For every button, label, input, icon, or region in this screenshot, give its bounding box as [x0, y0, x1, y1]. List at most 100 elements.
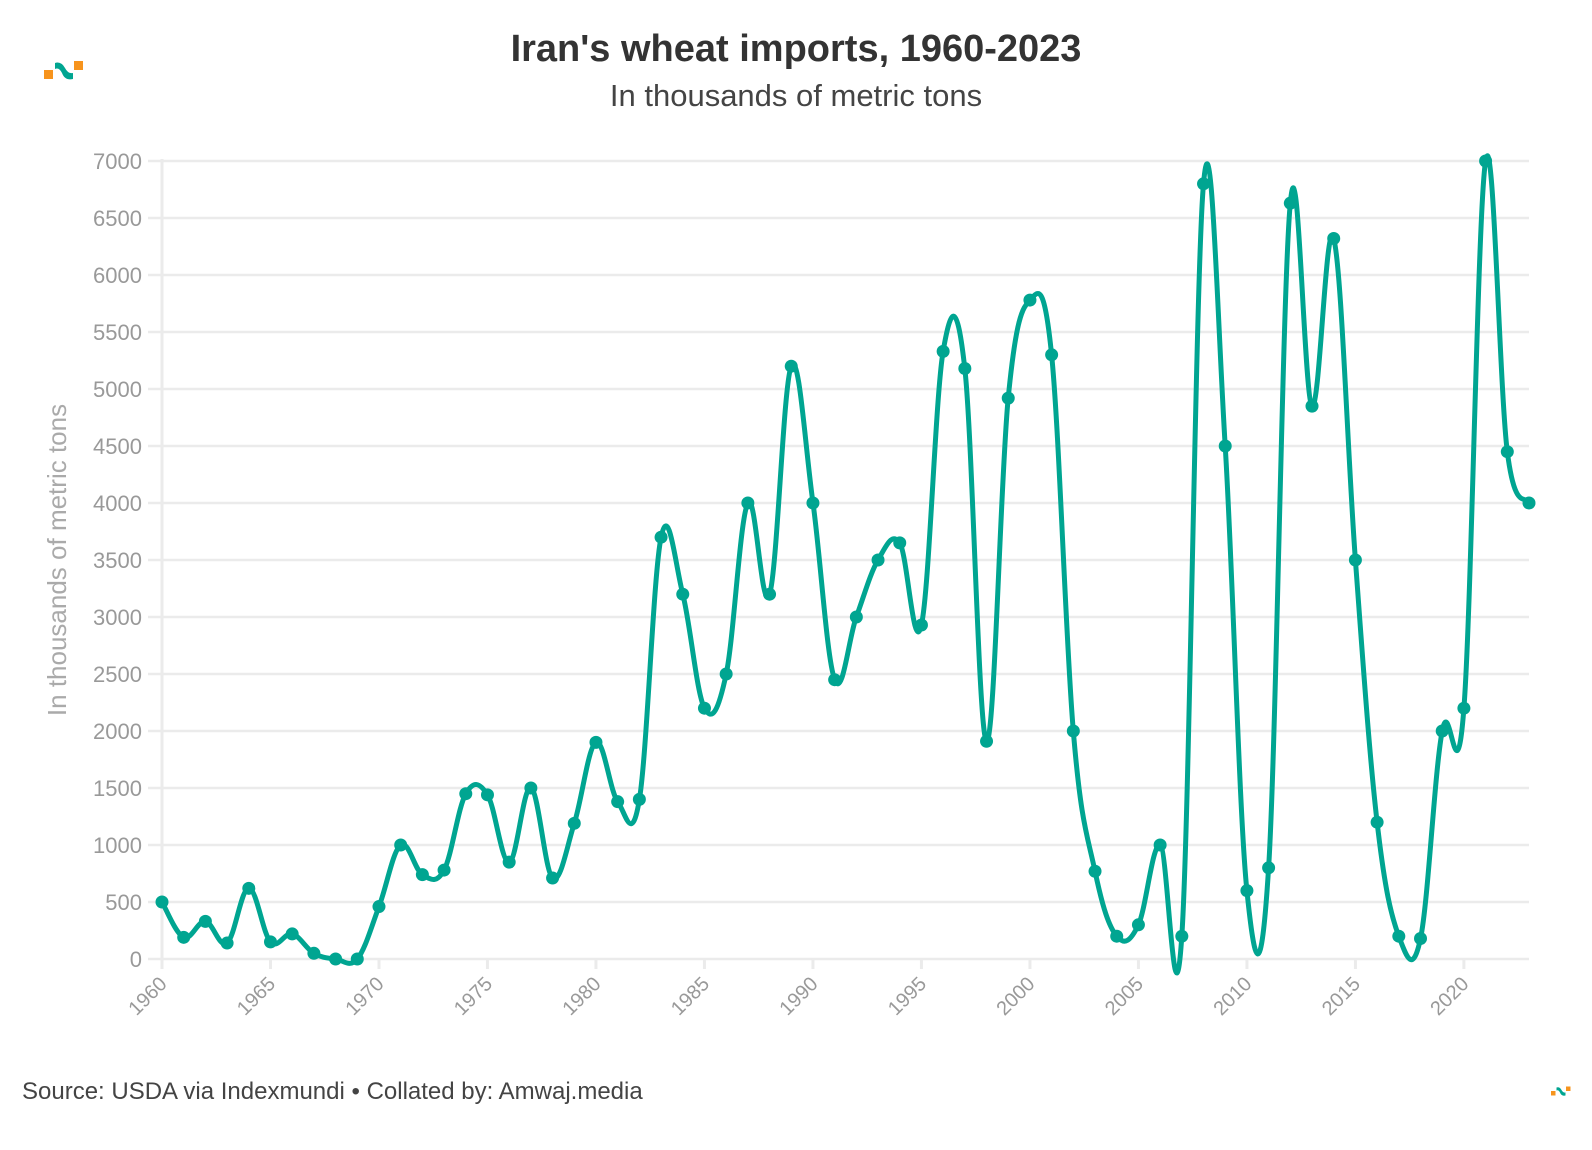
x-tick-label: 1970	[341, 973, 388, 1020]
data-point-2019[interactable]	[1435, 724, 1449, 738]
data-point-2016[interactable]	[1370, 815, 1384, 829]
data-point-1971[interactable]	[394, 838, 408, 852]
data-point-2022[interactable]	[1500, 445, 1514, 459]
data-point-2018[interactable]	[1414, 931, 1428, 945]
data-point-1989[interactable]	[784, 359, 798, 373]
x-tick-label: 2010	[1209, 973, 1256, 1020]
data-point-1975[interactable]	[480, 788, 494, 802]
data-point-1978[interactable]	[546, 871, 560, 885]
data-point-1962[interactable]	[198, 914, 212, 928]
source-note: Source: USDA via Indexmundi • Collated b…	[22, 1078, 643, 1105]
data-point-1965[interactable]	[263, 935, 277, 949]
data-point-1990[interactable]	[806, 496, 820, 510]
gridlines	[148, 159, 1529, 969]
y-tick-label: 1000	[93, 833, 142, 858]
data-point-1963[interactable]	[220, 936, 234, 950]
data-point-1986[interactable]	[719, 667, 733, 681]
amwaj-logo-small-icon	[1551, 1084, 1571, 1102]
chart-subtitle: In thousands of metric tons	[609, 78, 983, 113]
data-point-1973[interactable]	[437, 863, 451, 877]
data-point-1997[interactable]	[958, 361, 972, 375]
data-point-1972[interactable]	[415, 868, 429, 882]
data-point-1964[interactable]	[242, 881, 256, 895]
data-point-1998[interactable]	[980, 734, 994, 748]
data-point-2010[interactable]	[1240, 884, 1254, 898]
data-point-2013[interactable]	[1305, 399, 1319, 413]
x-tick-label: 2015	[1318, 973, 1365, 1020]
data-point-1967[interactable]	[307, 946, 321, 960]
data-point-2000[interactable]	[1023, 293, 1037, 307]
data-point-2007[interactable]	[1175, 929, 1189, 943]
line-chart: 0 500 1000 1500 2000 2500 3000 3500 4000 4500 5000…	[42, 149, 1536, 1020]
y-tick-label: 3000	[93, 605, 142, 630]
y-tick-label: 7000	[93, 149, 142, 174]
data-point-2015[interactable]	[1348, 553, 1362, 567]
data-point-1961[interactable]	[177, 930, 191, 944]
data-point-1969[interactable]	[350, 952, 364, 966]
data-point-2002[interactable]	[1066, 724, 1080, 738]
data-point-2003[interactable]	[1088, 864, 1102, 878]
data-point-2014[interactable]	[1327, 232, 1341, 246]
x-tick-label: 1985	[667, 973, 714, 1020]
x-tick-label: 2005	[1101, 973, 1148, 1020]
series-line-wheat-imports	[159, 153, 1532, 976]
y-tick-label: 5500	[93, 320, 142, 345]
data-point-1991[interactable]	[828, 673, 842, 687]
y-tick-label: 6500	[93, 206, 142, 231]
data-point-1980[interactable]	[589, 735, 603, 749]
data-point-2021[interactable]	[1479, 154, 1493, 168]
data-point-1994[interactable]	[893, 536, 907, 550]
y-axis-ticks: 0 500 1000 1500 2000 2500 3000 3500 4000 4500 5000…	[93, 149, 142, 972]
y-tick-label: 500	[105, 890, 142, 915]
data-point-1977[interactable]	[524, 781, 538, 795]
x-tick-label: 1960	[125, 973, 172, 1020]
data-point-2008[interactable]	[1197, 177, 1211, 191]
chart-title: Iran's wheat imports, 1960-2023	[510, 28, 1082, 70]
x-tick-label: 1965	[233, 973, 280, 1020]
data-point-1968[interactable]	[329, 952, 343, 966]
y-tick-label: 4000	[93, 491, 142, 516]
data-point-1976[interactable]	[502, 855, 516, 869]
x-tick-label: 1995	[884, 973, 931, 1020]
data-point-1993[interactable]	[871, 553, 885, 567]
data-point-1960[interactable]	[155, 895, 169, 909]
data-point-1981[interactable]	[611, 795, 625, 809]
data-point-1974[interactable]	[459, 787, 473, 801]
data-point-2004[interactable]	[1110, 929, 1124, 943]
data-point-2001[interactable]	[1045, 348, 1059, 362]
y-tick-label: 2500	[93, 662, 142, 687]
y-tick-label: 5000	[93, 377, 142, 402]
data-point-1983[interactable]	[654, 530, 668, 544]
data-point-1999[interactable]	[1001, 391, 1015, 405]
data-point-1985[interactable]	[697, 701, 711, 715]
data-point-1996[interactable]	[936, 344, 950, 358]
x-axis-ticks: 1960 1965 1970 1975 1980 1985 1990 1995 2000 2005…	[125, 959, 1473, 1020]
data-point-2006[interactable]	[1153, 838, 1167, 852]
data-point-1979[interactable]	[567, 816, 581, 830]
data-point-2020[interactable]	[1457, 701, 1471, 715]
data-point-1992[interactable]	[849, 610, 863, 624]
data-point-1970[interactable]	[372, 900, 386, 914]
y-tick-label: 4500	[93, 434, 142, 459]
data-point-1966[interactable]	[285, 927, 299, 941]
y-tick-label: 1500	[93, 776, 142, 801]
x-tick-label: 2020	[1426, 973, 1473, 1020]
data-point-2012[interactable]	[1283, 196, 1297, 210]
y-tick-label: 0	[130, 947, 142, 972]
data-point-1982[interactable]	[632, 792, 646, 806]
data-point-2023[interactable]	[1522, 496, 1536, 510]
data-point-1988[interactable]	[763, 587, 777, 601]
y-tick-label: 6000	[93, 263, 142, 288]
data-point-1987[interactable]	[741, 496, 755, 510]
data-point-1995[interactable]	[914, 618, 928, 632]
data-point-2009[interactable]	[1218, 439, 1232, 453]
data-point-2011[interactable]	[1262, 861, 1276, 875]
data-point-2017[interactable]	[1392, 929, 1406, 943]
y-tick-label: 3500	[93, 548, 142, 573]
amwaj-logo-icon	[44, 60, 84, 87]
x-tick-label: 1980	[558, 973, 605, 1020]
data-point-1984[interactable]	[676, 587, 690, 601]
y-axis-label: In thousands of metric tons	[42, 404, 72, 716]
x-tick-label: 1975	[450, 973, 497, 1020]
data-point-2005[interactable]	[1131, 918, 1145, 932]
